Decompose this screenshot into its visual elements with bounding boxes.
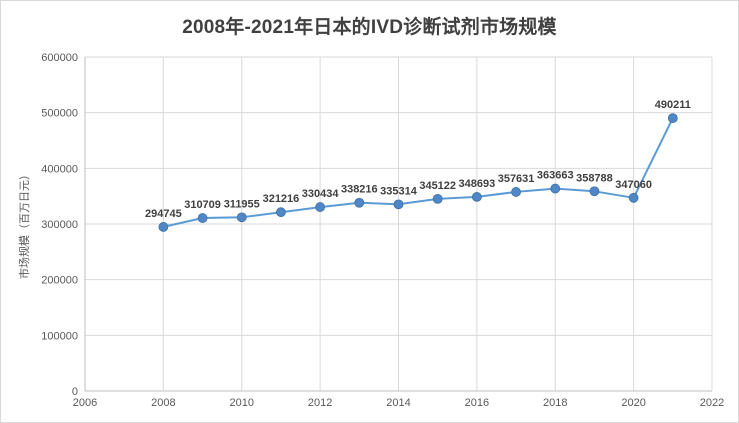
y-axis-tick-label: 300000: [41, 219, 78, 231]
data-point-marker[interactable]: [667, 113, 678, 124]
data-label: 294745: [145, 208, 182, 220]
x-axis-tick-label: 2006: [73, 397, 97, 409]
data-point-marker[interactable]: [354, 197, 365, 208]
data-point-marker[interactable]: [315, 202, 326, 212]
data-point-marker[interactable]: [432, 193, 443, 204]
data-label: 358788: [576, 172, 613, 184]
data-point-marker[interactable]: [471, 191, 482, 202]
x-axis-tick-label: 2016: [465, 397, 489, 409]
data-label: 311955: [224, 198, 260, 210]
data-label: 338216: [341, 184, 378, 196]
data-label: 345122: [419, 180, 456, 192]
data-label: 330434: [302, 188, 340, 200]
data-label: 490211: [655, 99, 691, 111]
y-axis-tick-label: 500000: [41, 108, 78, 120]
x-axis-tick-label: 2022: [700, 397, 724, 409]
data-point-marker[interactable]: [197, 213, 208, 223]
y-axis-tick-label: 0: [72, 386, 78, 398]
data-point-marker[interactable]: [589, 186, 600, 197]
data-point-marker[interactable]: [393, 199, 404, 210]
y-axis-tick-label: 200000: [41, 275, 78, 287]
data-label: 363663: [537, 170, 574, 182]
data-label: 347060: [615, 179, 652, 191]
data-label: 335314: [380, 185, 418, 197]
data-point-marker[interactable]: [236, 212, 247, 223]
data-point-marker[interactable]: [158, 222, 169, 232]
y-axis-tick-label: 100000: [41, 330, 78, 342]
y-axis-tick-label: 400000: [41, 163, 78, 175]
x-axis-tick-label: 2020: [621, 397, 645, 409]
data-point-marker[interactable]: [628, 192, 639, 203]
series-line: [163, 117, 674, 228]
data-label: 357631: [498, 173, 535, 185]
x-axis-tick-label: 2012: [308, 397, 332, 409]
data-label: 310709: [184, 199, 221, 211]
x-axis-tick-label: 2014: [386, 397, 410, 409]
x-axis-tick-label: 2010: [230, 397, 254, 409]
data-point-marker[interactable]: [550, 183, 561, 194]
data-label: 348693: [459, 178, 496, 190]
x-axis-tick-label: 2018: [543, 397, 567, 409]
y-axis-tick-label: 600000: [41, 52, 78, 64]
data-point-marker[interactable]: [511, 187, 521, 197]
data-point-marker[interactable]: [276, 207, 286, 218]
data-label: 321216: [263, 193, 300, 205]
x-axis-tick-label: 2008: [151, 397, 175, 409]
y-axis-title: 市场规模（百万日元）: [17, 169, 31, 279]
chart-title: 2008年-2021年日本的IVD诊断试剂市场规模: [182, 17, 557, 38]
